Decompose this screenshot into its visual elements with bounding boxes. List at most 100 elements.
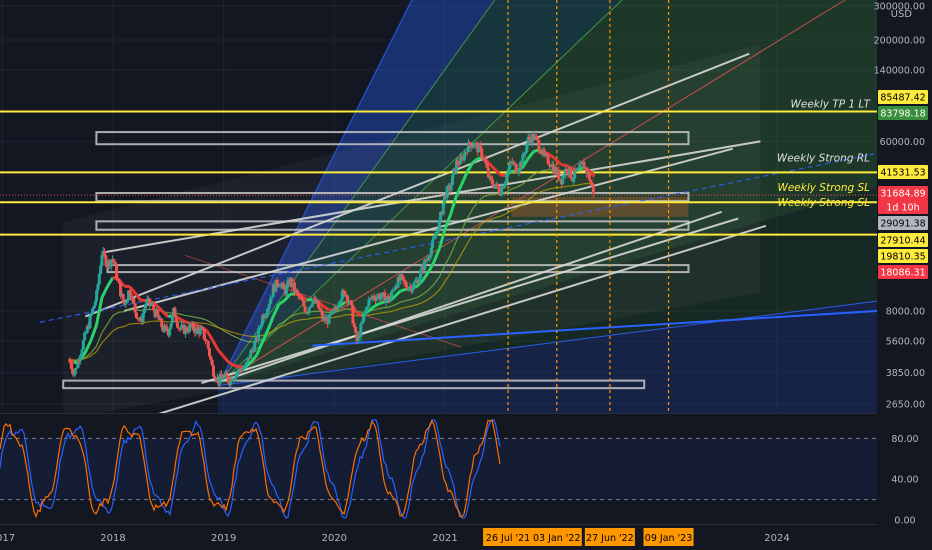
candle-body bbox=[241, 368, 245, 372]
candle-body bbox=[112, 258, 116, 263]
ema-fast bbox=[338, 300, 347, 308]
price-tick-label: 60000.00 bbox=[880, 137, 925, 148]
price-axis[interactable]: USD 300000.00 200000.00 140000.00 60000.00 8… bbox=[874, 0, 932, 527]
candle-body bbox=[514, 164, 518, 173]
candle-body bbox=[473, 143, 477, 147]
ema-fast bbox=[106, 276, 115, 288]
candle-body bbox=[525, 144, 529, 153]
candle-body bbox=[367, 299, 371, 307]
candle-body bbox=[270, 296, 274, 299]
time-tick-label: 2021 bbox=[432, 533, 457, 544]
candle-body bbox=[417, 278, 421, 284]
candle-body bbox=[246, 358, 250, 363]
candle-body bbox=[443, 194, 447, 204]
ema-fast bbox=[438, 228, 447, 249]
candle-body bbox=[411, 288, 415, 292]
candle-body bbox=[84, 332, 88, 334]
candle-body bbox=[198, 328, 202, 335]
candle-body bbox=[485, 163, 489, 168]
range-box bbox=[95, 131, 690, 146]
ema-slower-yellow bbox=[68, 182, 595, 361]
candle-body bbox=[347, 302, 351, 304]
ema-fast bbox=[372, 302, 380, 309]
candle-body bbox=[235, 372, 239, 374]
candle-body bbox=[589, 180, 593, 183]
time-tick-label: 2018 bbox=[100, 533, 125, 544]
ema-fast bbox=[432, 247, 441, 263]
candle-body bbox=[433, 235, 437, 238]
candle-body bbox=[569, 167, 573, 179]
candle-body bbox=[429, 247, 433, 257]
candle-body bbox=[178, 328, 182, 330]
candle-body bbox=[261, 315, 265, 325]
ema-fast bbox=[322, 305, 330, 312]
candle-body bbox=[79, 354, 83, 361]
ema-fast bbox=[554, 158, 563, 166]
candle-body bbox=[266, 308, 270, 314]
candle-body bbox=[413, 281, 417, 283]
ema-fast bbox=[89, 324, 98, 342]
candle-body bbox=[542, 149, 546, 155]
candle-body bbox=[258, 327, 262, 329]
ema-fast bbox=[255, 341, 264, 356]
candle-body bbox=[536, 137, 540, 141]
ema-fast bbox=[443, 214, 452, 230]
stochastic-rsi-pane[interactable] bbox=[0, 419, 877, 519]
candle-body bbox=[510, 161, 514, 164]
range-box bbox=[95, 191, 690, 203]
candle-body bbox=[351, 305, 355, 324]
candle-body bbox=[412, 282, 416, 289]
candle-body bbox=[75, 367, 79, 369]
candle-body bbox=[582, 161, 586, 169]
ema-fast bbox=[394, 289, 402, 298]
currency-label: USD bbox=[891, 9, 913, 20]
date-badge: 26 Jul '21 bbox=[483, 528, 534, 546]
fan-ray bbox=[218, 300, 877, 387]
price-badge: 31684.89 bbox=[878, 186, 928, 200]
level-label-1: Weekly Strong RL bbox=[777, 153, 870, 165]
price-badge-bg bbox=[878, 106, 928, 120]
candle-body bbox=[332, 307, 336, 311]
candle-body bbox=[209, 356, 213, 361]
price-badge: 83798.18 bbox=[878, 106, 928, 120]
price-pane[interactable]: Weekly TP 1 LT Weekly Strong RL Weekly Str… bbox=[0, 0, 877, 524]
candle-body bbox=[490, 179, 494, 185]
candle-body bbox=[116, 278, 120, 280]
candle-body bbox=[72, 374, 76, 376]
candle-body bbox=[534, 135, 538, 138]
candle-body bbox=[335, 307, 339, 309]
date-badge: 03 Jan '22 bbox=[531, 528, 582, 546]
candle-body bbox=[330, 311, 334, 315]
ema-fast bbox=[211, 339, 220, 351]
candle-body bbox=[496, 183, 500, 188]
candle-body bbox=[340, 290, 344, 300]
ema-fast bbox=[266, 315, 275, 331]
price-badge-label: 1d 10h bbox=[886, 203, 919, 214]
candle-body bbox=[210, 360, 214, 366]
candle-body bbox=[81, 340, 85, 350]
candle-body bbox=[497, 187, 501, 193]
candle-body bbox=[169, 323, 173, 329]
candle-body bbox=[399, 274, 403, 281]
date-badge-bg bbox=[531, 528, 582, 546]
price-badge-label: 27910.44 bbox=[880, 236, 925, 247]
candle-body bbox=[407, 287, 411, 291]
candle-body bbox=[85, 325, 89, 333]
candle-body bbox=[71, 368, 75, 375]
ema-fast bbox=[460, 171, 469, 186]
osc-tick-label: 40.00 bbox=[891, 475, 918, 486]
candle-body bbox=[129, 293, 133, 300]
candle-body bbox=[370, 297, 374, 299]
candle-body bbox=[472, 145, 476, 147]
ema-fast bbox=[471, 157, 480, 164]
ema-fast bbox=[161, 310, 170, 318]
candle-body bbox=[93, 301, 97, 306]
candle-body bbox=[285, 285, 289, 295]
candle-body bbox=[226, 376, 230, 383]
candle-body bbox=[591, 185, 595, 194]
candle-body bbox=[571, 178, 575, 181]
candle-body bbox=[206, 340, 210, 349]
candle-body bbox=[234, 373, 238, 378]
